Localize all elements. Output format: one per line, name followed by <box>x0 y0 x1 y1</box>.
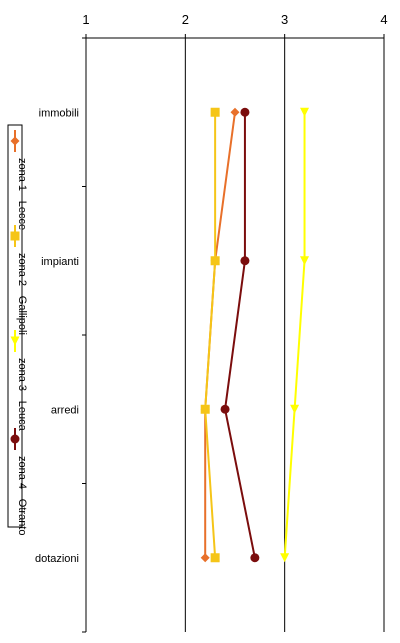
x-tick-label: 1 <box>82 12 89 27</box>
legend-entry: zona 4 - Otranto <box>16 456 28 536</box>
category-label: arredi <box>51 404 79 416</box>
data-point <box>220 404 230 414</box>
legend-swatch-marker <box>10 336 20 346</box>
data-point <box>200 404 210 414</box>
data-point <box>240 107 250 117</box>
series-line <box>283 112 306 558</box>
series-3 <box>280 107 310 563</box>
legend-swatch-marker <box>10 231 20 241</box>
legend-swatch-marker <box>10 434 20 444</box>
series-line <box>224 112 256 558</box>
legend: zona 1 - Lecce zona 2 - Gallipoli zona 3 -… <box>7 124 28 536</box>
category-label: impianti <box>41 256 79 268</box>
series-1 <box>200 107 240 563</box>
data-point <box>300 256 310 266</box>
axis-layer: 1 2 3 4 immobili impianti arredi dotazioni <box>35 12 388 633</box>
legend-box <box>7 124 23 528</box>
data-point <box>300 107 310 117</box>
category-label: dotazioni <box>35 553 79 565</box>
data-point <box>210 107 220 117</box>
legend-entry: zona 3 - Leuca <box>16 358 28 432</box>
series-layer <box>200 107 310 563</box>
x-tick-label: 4 <box>380 12 387 27</box>
data-point <box>210 553 220 563</box>
legend-entry: zona 2 - Gallipoli <box>16 253 28 335</box>
legend-entry: zona 1 - Lecce <box>16 158 28 230</box>
series-4 <box>220 107 260 563</box>
data-point <box>230 107 240 117</box>
data-point <box>240 256 250 266</box>
x-tick-label: 2 <box>182 12 189 27</box>
data-point <box>280 553 290 563</box>
x-tick-label: 3 <box>281 12 288 27</box>
grid-layer <box>184 38 385 632</box>
data-point <box>200 553 210 563</box>
data-point <box>290 404 300 414</box>
data-point <box>210 256 220 266</box>
legend-swatch-marker <box>10 136 20 146</box>
series-2 <box>200 107 220 563</box>
series-line <box>204 112 217 558</box>
category-label: immobili <box>39 107 79 119</box>
data-point <box>250 553 260 563</box>
